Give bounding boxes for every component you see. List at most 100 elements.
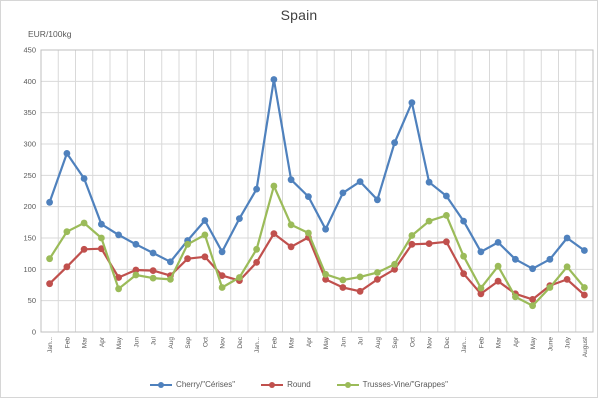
data-point-marker: [425, 240, 433, 248]
x-tick-label: Aug: [375, 337, 382, 349]
data-point-marker: [132, 266, 140, 274]
data-point-marker: [287, 243, 295, 251]
data-point-marker: [63, 150, 71, 157]
x-tick-label: Oct: [202, 337, 209, 347]
data-point-marker: [563, 276, 571, 283]
data-point-marker: [149, 249, 157, 257]
x-axis-tick-labels: Jan... Feb Mar Apr May Jun Jul Aug Sep Oct Nov Dec J…: [47, 336, 589, 357]
data-point-marker: [46, 198, 53, 206]
data-point-marker: [391, 265, 398, 273]
data-point-marker: [115, 274, 122, 281]
data-point-marker: [512, 255, 519, 263]
data-point-marker: [149, 274, 157, 282]
data-point-marker: [322, 225, 329, 233]
data-point-marker: [339, 276, 347, 284]
data-point-marker: [512, 293, 519, 301]
data-point-marker: [270, 182, 278, 190]
data-point-marker: [339, 284, 347, 291]
data-point-marker: [63, 228, 71, 236]
x-tick-label: May: [530, 336, 537, 349]
data-point-marker: [408, 240, 416, 248]
legend-item: Round: [261, 380, 311, 389]
data-point-marker: [494, 239, 502, 246]
chart-title: Spain: [280, 7, 318, 23]
data-point-marker: [218, 284, 226, 291]
x-tick-label: Jan...: [254, 337, 261, 353]
data-point-marker: [408, 99, 416, 106]
legend-item: Trusses-Vine/"Grappes": [336, 380, 448, 389]
x-tick-label: Mar: [82, 336, 89, 348]
chart-legend: Cherry/"Cérises" Round Trusses-Vine/"Grapp…: [1, 380, 597, 389]
data-point-marker: [477, 290, 485, 298]
data-point-marker: [408, 232, 416, 239]
x-tick-label: Dec: [237, 336, 244, 348]
data-point-marker: [339, 189, 347, 197]
plot-area-border: [40, 49, 594, 333]
data-point-marker: [425, 178, 433, 186]
data-point-marker: [477, 284, 485, 292]
data-point-marker: [236, 215, 243, 223]
legend-line-marker-icon: [261, 381, 284, 389]
data-point-marker: [270, 230, 278, 238]
x-tick-label: July: [565, 336, 572, 348]
data-point-marker: [460, 217, 467, 225]
y-axis-tick-labels: 0 50 100 150 200 250 300 350 400 450: [23, 46, 36, 337]
data-point-marker: [218, 272, 226, 279]
data-point-marker: [443, 212, 450, 219]
x-tick-label: Apr: [513, 336, 520, 347]
y-axis-unit-label: EUR/100kg: [28, 29, 72, 39]
data-point-marker: [322, 270, 329, 278]
y-tick-label: 300: [23, 140, 36, 149]
data-point-marker: [253, 259, 260, 266]
data-point-marker: [460, 252, 467, 260]
data-point-marker: [80, 245, 88, 253]
data-point-marker: [305, 229, 312, 237]
x-tick-label: June: [547, 337, 554, 351]
x-tick-label: Feb: [64, 337, 71, 349]
data-point-marker: [581, 284, 588, 291]
data-point-marker: [80, 219, 88, 227]
y-tick-label: 50: [28, 296, 36, 305]
x-tick-label: Sep: [185, 337, 192, 349]
data-point-marker: [374, 196, 381, 204]
legend-label: Cherry/"Cérises": [176, 380, 236, 389]
x-tick-label: Feb: [478, 337, 485, 349]
data-point-marker: [270, 76, 278, 83]
data-point-marker: [287, 221, 295, 229]
data-point-marker: [149, 267, 157, 274]
data-point-marker: [529, 296, 536, 303]
data-point-marker: [477, 248, 485, 256]
data-point-marker: [184, 240, 192, 248]
x-tick-label: Aug: [168, 337, 175, 349]
data-point-marker: [563, 263, 571, 271]
x-tick-label: August: [582, 337, 589, 357]
data-point-marker: [374, 276, 381, 283]
data-point-marker: [581, 291, 588, 299]
data-point-marker: [356, 273, 364, 281]
data-point-marker: [115, 285, 122, 293]
data-point-marker: [132, 271, 140, 279]
data-point-marker: [546, 255, 554, 263]
y-tick-label: 400: [23, 77, 36, 86]
series-trusses-vine-grappes: [46, 182, 588, 310]
x-tick-label: Jan...: [47, 337, 54, 353]
x-tick-label: Nov: [427, 336, 434, 348]
x-tick-label: Feb: [271, 337, 278, 349]
data-point-marker: [391, 139, 398, 147]
data-point-marker: [494, 277, 502, 285]
data-point-marker: [356, 287, 364, 295]
y-tick-label: 0: [32, 328, 36, 337]
data-point-marker: [201, 217, 209, 224]
x-tick-label: May: [323, 336, 330, 349]
data-point-marker: [425, 217, 433, 225]
data-point-marker: [218, 248, 226, 256]
x-tick-label: Nov: [220, 336, 227, 348]
y-tick-label: 450: [23, 46, 36, 55]
x-tick-label: Oct: [409, 337, 416, 347]
x-tick-label: Mar: [289, 336, 296, 348]
data-point-marker: [201, 231, 209, 239]
data-point-marker: [46, 280, 53, 288]
data-point-marker: [201, 253, 209, 261]
